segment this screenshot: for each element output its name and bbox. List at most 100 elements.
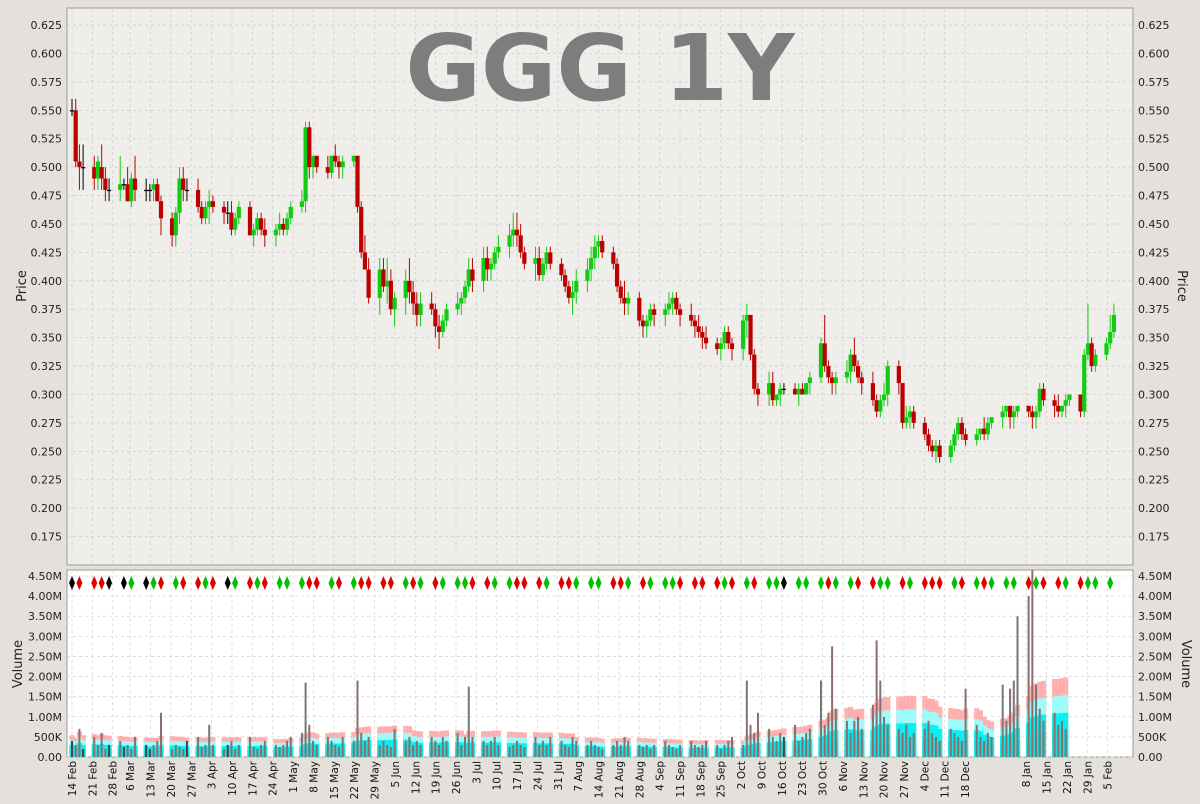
candle-body: [388, 280, 393, 310]
candle-body: [956, 422, 961, 435]
volume-bar: [456, 732, 459, 757]
volume-bar: [308, 724, 311, 757]
price-tick-right: 0.275: [1138, 417, 1170, 430]
x-tick-label: 5 Jun: [390, 761, 402, 787]
candle-body: [403, 280, 408, 298]
signal-marker: [128, 576, 135, 583]
signal-marker: [261, 576, 268, 583]
candle-body: [203, 206, 208, 219]
candle-body: [121, 184, 127, 186]
signal-marker: [662, 576, 669, 583]
candle-body: [792, 388, 798, 395]
volume-bar: [901, 732, 904, 757]
candle-body: [366, 269, 371, 298]
signal-marker: [929, 583, 936, 590]
signal-marker: [617, 576, 624, 583]
signal-marker: [513, 576, 520, 583]
volume-bar: [953, 732, 956, 757]
candle-body: [729, 343, 735, 350]
price-tick-right: 0.500: [1138, 161, 1170, 174]
candle-body: [411, 292, 416, 304]
candle-body: [533, 258, 538, 264]
price-tick-right: 0.400: [1138, 275, 1170, 288]
price-tick-left: 0.525: [31, 133, 63, 146]
x-tick-label: 14 Aug: [594, 761, 606, 798]
volume-bar: [434, 740, 437, 757]
volume-bar: [853, 720, 856, 757]
candle-body: [878, 400, 883, 412]
volume-bar: [304, 682, 307, 757]
volume-bar: [645, 744, 648, 757]
x-tick-label: 4 Sep: [655, 761, 667, 791]
signal-marker: [410, 576, 417, 583]
signal-marker: [825, 576, 832, 583]
signal-marker: [699, 576, 706, 583]
x-tick-label: 27 Nov: [899, 761, 911, 798]
candle-body: [132, 178, 138, 190]
volume-bar: [312, 740, 315, 757]
volume-bar: [393, 728, 396, 757]
price-tick-left: 0.500: [31, 161, 63, 174]
candle-body: [574, 280, 579, 293]
volume-bar: [278, 746, 281, 757]
signal-marker: [751, 583, 758, 590]
candle-body: [303, 127, 308, 202]
candle-body: [922, 422, 927, 435]
x-tick-label: 20 Mar: [166, 760, 178, 797]
volume-bar: [571, 736, 574, 757]
signal-marker: [721, 583, 728, 590]
signal-marker: [335, 576, 342, 583]
volume-bar: [831, 646, 834, 757]
volume-tick-left: 2.50M: [28, 650, 62, 663]
price-tick-right: 0.425: [1138, 246, 1170, 259]
signal-marker: [462, 576, 469, 583]
signal-marker: [402, 576, 409, 583]
x-tick-label: 8 May: [308, 761, 320, 793]
candle-body: [537, 258, 542, 276]
signal-marker: [795, 583, 802, 590]
signal-marker: [855, 576, 862, 583]
signal-marker: [232, 583, 239, 590]
volume-tick-left: 500K: [34, 731, 63, 744]
candle-body: [566, 286, 571, 298]
price-tick-right: 0.375: [1138, 303, 1170, 316]
candle-body: [926, 434, 931, 446]
signal-marker: [825, 583, 832, 590]
volume-bar: [897, 728, 900, 757]
signal-marker: [350, 576, 357, 583]
signal-marker: [491, 583, 498, 590]
volume-bar: [723, 744, 726, 757]
signal-marker: [1040, 576, 1047, 583]
candle-body: [826, 366, 831, 378]
signal-marker: [484, 583, 491, 590]
volume-bar: [104, 748, 107, 757]
candle-body: [592, 246, 597, 259]
volume-bar: [653, 744, 656, 757]
signal-marker: [1062, 576, 1069, 583]
candle-body: [900, 383, 905, 423]
x-tick-label: 18 Dec: [960, 761, 972, 798]
volume-tick-right: 0.00: [1138, 751, 1163, 764]
volume-bar: [886, 724, 889, 757]
candle-body: [859, 377, 864, 384]
candle-body: [1000, 411, 1005, 418]
signal-marker: [921, 576, 928, 583]
volume-bar: [697, 746, 700, 757]
signal-marker: [1010, 583, 1017, 590]
candle-body: [870, 383, 875, 401]
volume-bar: [905, 724, 908, 757]
volume-bar: [575, 740, 578, 757]
candle-body: [1085, 343, 1091, 355]
volume-bar: [827, 712, 830, 757]
price-tick-left: 0.575: [31, 76, 63, 89]
candle-body: [930, 445, 935, 452]
volume-bar: [226, 744, 229, 757]
candle-body: [277, 223, 282, 230]
signal-marker: [988, 576, 995, 583]
volume-bar: [931, 732, 934, 757]
candle-body: [570, 292, 575, 298]
candle-body: [177, 178, 182, 213]
candle-body: [959, 422, 964, 435]
signal-marker: [298, 583, 305, 590]
signal-marker: [328, 583, 335, 590]
